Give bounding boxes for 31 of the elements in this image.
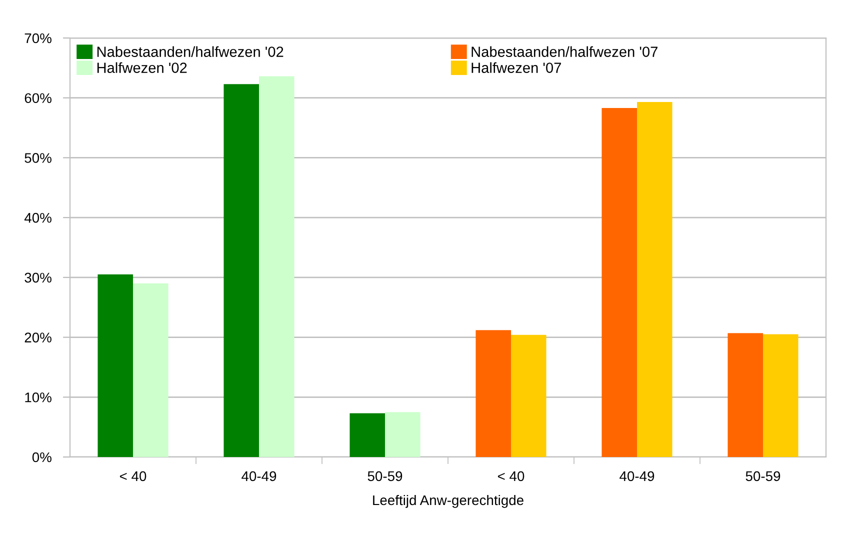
bar [98, 274, 133, 457]
bar [637, 102, 672, 457]
x-tick-label: 40-49 [242, 471, 276, 482]
x-tick-label: < 40 [120, 471, 146, 482]
x-tick-label: 50-59 [746, 471, 780, 482]
y-tick-label: 10% [25, 392, 52, 402]
bar [476, 330, 511, 457]
y-tick-label: 60% [24, 93, 52, 104]
bar [259, 76, 294, 457]
bar [385, 412, 420, 457]
bar [511, 334, 546, 457]
legend-label: Halfwezen '02 [97, 62, 187, 73]
bar [728, 333, 763, 457]
legend-label: Halfwezen '07 [472, 62, 561, 73]
x-tick-label: 50-59 [368, 471, 402, 482]
bar [350, 413, 385, 457]
bar [224, 84, 259, 457]
bar [602, 108, 637, 457]
y-tick-label: 50% [24, 153, 52, 163]
bar [763, 334, 798, 457]
x-tick-label: < 40 [498, 471, 524, 482]
x-axis-title: Leeftijd Anw-gerechtigde [373, 494, 524, 508]
bar [133, 283, 168, 457]
y-tick-label: 40% [24, 212, 52, 223]
y-tick-label: 30% [24, 272, 52, 283]
legend-label: Nabestaanden/halfwezen '02 [97, 46, 284, 57]
y-tick-label: 0% [32, 452, 52, 462]
legend-label: Nabestaanden/halfwezen '07 [472, 46, 658, 57]
y-tick-label: 70% [24, 33, 52, 44]
x-tick-label: 40-49 [620, 471, 654, 482]
y-tick-label: 20% [24, 332, 52, 342]
